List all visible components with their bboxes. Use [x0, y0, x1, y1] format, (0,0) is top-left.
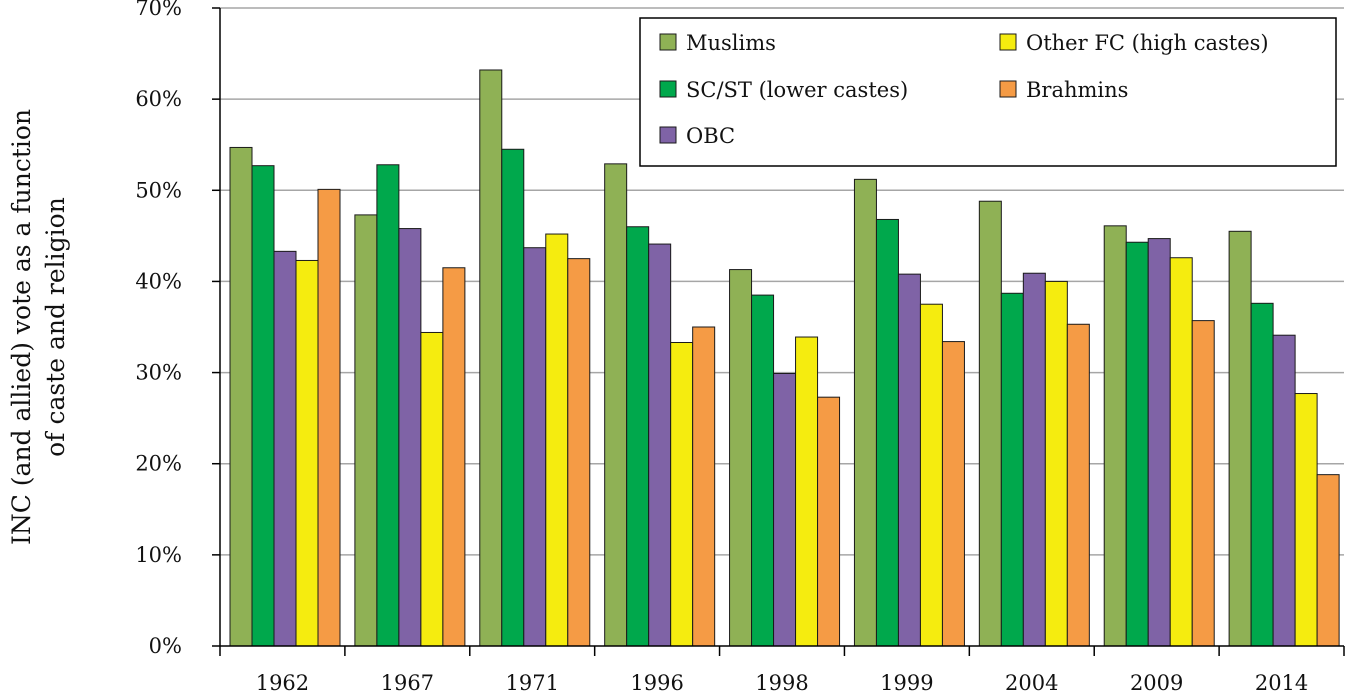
legend-label-obc: OBC	[686, 124, 735, 148]
legend-swatch-brahmins	[999, 80, 1017, 98]
y-tick-label: 50%	[135, 178, 182, 202]
bar-brahmins-2004	[1066, 323, 1090, 647]
bar-obc-1999	[897, 273, 921, 647]
bar-muslims-1999	[853, 178, 877, 647]
x-tick-labels: 1962 1967 1971 1996 1998 1999 2004 2009 2014	[256, 671, 1309, 695]
y-tick-label: 10%	[135, 543, 182, 567]
y-tick-labels: 0% 10% 20% 30% 40% 50% 60% 70%	[135, 0, 182, 658]
bar-other-fc-high-castes--1998	[795, 336, 819, 647]
legend-label-other-fc-high-castes-: Other FC (high castes)	[1026, 31, 1269, 55]
bar-sc-st-lower-castes--1971	[501, 148, 525, 647]
bar-obc-1996	[648, 243, 672, 647]
bar-other-fc-high-castes--1962	[295, 259, 319, 647]
bar-sc-st-lower-castes--1998	[751, 294, 775, 647]
bar-sc-st-lower-castes--1996	[626, 226, 650, 647]
y-tick-label: 30%	[135, 361, 182, 385]
bar-sc-st-lower-castes--2004	[1000, 292, 1024, 647]
bar-obc-1967	[398, 228, 422, 647]
bar-other-fc-high-castes--1999	[919, 303, 943, 647]
x-tick-label: 1999	[880, 671, 933, 695]
y-axis-label-line: INC (and allied) vote as a function	[7, 109, 36, 545]
bar-muslims-1962	[229, 146, 253, 647]
bar-sc-st-lower-castes--2009	[1125, 241, 1149, 647]
y-axis-label-line: of caste and religion	[41, 197, 70, 457]
y-tick-label: 70%	[135, 0, 182, 20]
y-tick-label: 40%	[135, 269, 182, 293]
legend-label-sc-st-lower-castes-: SC/ST (lower castes)	[686, 78, 908, 102]
legend-swatch-muslims	[659, 33, 677, 51]
bar-sc-st-lower-castes--1999	[875, 218, 899, 647]
bar-sc-st-lower-castes--1962	[251, 165, 275, 647]
bar-obc-1998	[773, 372, 797, 647]
bar-other-fc-high-castes--1971	[545, 233, 569, 647]
legend: Muslims Other FC (high castes) SC/ST (lowe…	[639, 17, 1337, 167]
bar-other-fc-high-castes--2004	[1044, 280, 1068, 647]
bar-brahmins-1971	[567, 258, 591, 647]
y-axis-label: INC (and allied) vote as a function of ca…	[7, 109, 70, 545]
x-tick-label: 1967	[381, 671, 434, 695]
legend-box	[639, 17, 1337, 167]
y-tick-label: 20%	[135, 452, 182, 476]
legend-label-muslims: Muslims	[686, 31, 776, 55]
bar-muslims-1996	[604, 163, 628, 647]
bar-muslims-1971	[479, 69, 503, 647]
bar-brahmins-1996	[692, 326, 716, 647]
bar-brahmins-2014	[1316, 474, 1340, 647]
x-tick-label: 1996	[630, 671, 683, 695]
y-tick-label: 0%	[149, 634, 182, 658]
legend-swatch-other-fc-high-castes-	[999, 33, 1017, 51]
bar-brahmins-1962	[317, 188, 341, 647]
bar-muslims-1967	[354, 214, 378, 647]
legend-swatch-sc-st-lower-castes-	[659, 80, 677, 98]
legend-swatch-obc	[659, 126, 677, 144]
axes	[212, 7, 1345, 656]
bar-other-fc-high-castes--1967	[420, 331, 444, 647]
bar-obc-1971	[523, 247, 547, 647]
bars	[229, 69, 1340, 647]
x-tick-label: 1971	[505, 671, 558, 695]
bar-obc-1962	[273, 250, 297, 647]
bar-brahmins-1999	[941, 341, 965, 647]
bar-muslims-2009	[1103, 225, 1127, 647]
bar-obc-2004	[1022, 272, 1046, 647]
bar-muslims-1998	[729, 269, 753, 647]
legend-label-brahmins: Brahmins	[1026, 78, 1128, 102]
bar-other-fc-high-castes--2014	[1294, 393, 1318, 647]
bar-other-fc-high-castes--1996	[670, 341, 694, 647]
y-tick-label: 60%	[135, 87, 182, 111]
x-tick-label: 2009	[1130, 671, 1183, 695]
bar-muslims-2004	[978, 200, 1002, 647]
x-tick-label: 2004	[1005, 671, 1058, 695]
bar-brahmins-2009	[1191, 320, 1215, 647]
y-axis-label-group: INC (and allied) vote as a function of ca…	[7, 109, 70, 545]
bar-sc-st-lower-castes--1967	[376, 164, 400, 647]
x-tick-label: 1962	[256, 671, 309, 695]
x-tick-label: 2014	[1255, 671, 1308, 695]
bar-other-fc-high-castes--2009	[1169, 257, 1193, 647]
bar-brahmins-1967	[442, 267, 466, 647]
x-tick-label: 1998	[755, 671, 808, 695]
bar-sc-st-lower-castes--2014	[1250, 302, 1274, 647]
bar-brahmins-1998	[817, 396, 841, 647]
bar-muslims-2014	[1228, 230, 1252, 647]
bar-obc-2014	[1272, 334, 1296, 647]
bar-obc-2009	[1147, 238, 1171, 647]
